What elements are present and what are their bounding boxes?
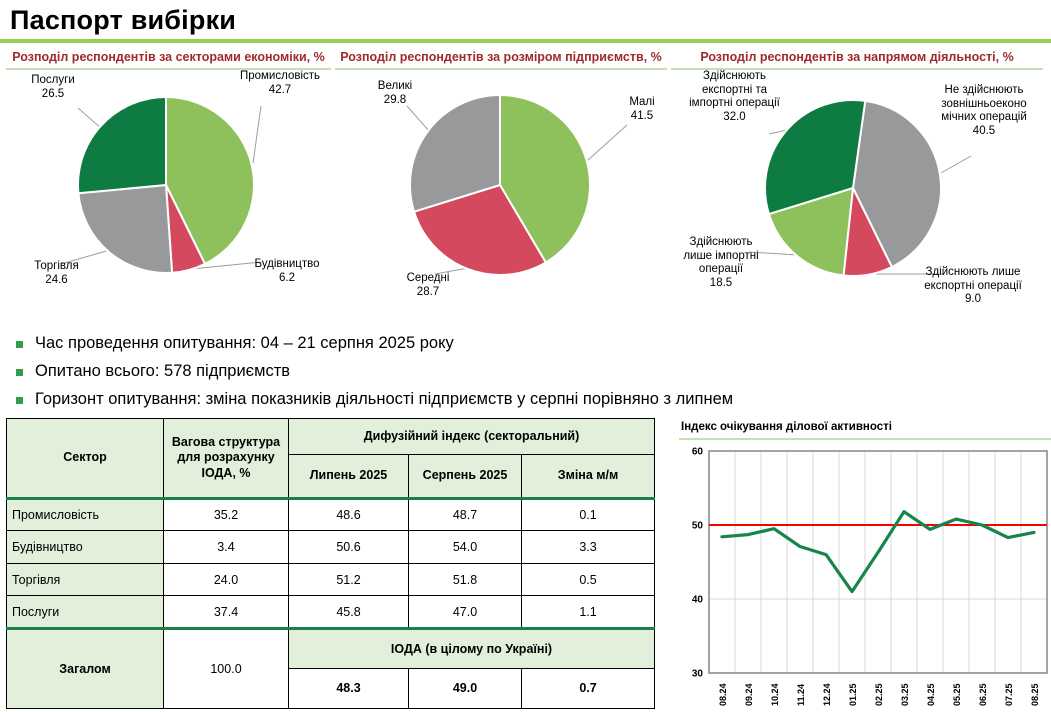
- pie-area-size: Великі 29.8 Малі 41.5 Середні 28.7: [335, 70, 667, 322]
- cell-sector: Послуги: [6, 595, 164, 629]
- cell-july: 45.8: [288, 595, 409, 629]
- svg-text:04.25: 04.25: [926, 683, 936, 706]
- chart-title-activity: Розподіл респондентів за напрямом діяльн…: [700, 50, 1014, 64]
- table-row-industry: Промисловість 35.2 48.6 48.7 0.1: [6, 497, 656, 532]
- pie-area-activity: Не здійснюють зовнішньоеконо мічних опер…: [671, 70, 1043, 322]
- cell-change: 1.1: [520, 595, 656, 629]
- pie-area-sectors: Промисловість 42.7 Послуги 26.5 Торгівля…: [6, 70, 331, 322]
- cell-weight: 35.2: [163, 497, 289, 532]
- pie-chart-activity: [764, 99, 942, 277]
- cell-august: 51.8: [408, 562, 522, 597]
- pie-charts-row: Розподіл респондентів за секторами еконо…: [0, 43, 1051, 322]
- table-row-total: Загалом 100.0 ІОДА (в цілому по Україні): [6, 626, 656, 709]
- pie-slice-label: Послуги 26.5: [31, 74, 75, 100]
- cell-sector: Будівництво: [6, 530, 164, 564]
- pie-slice-label: Здійснюють експортні та імпортні операці…: [689, 70, 780, 123]
- cell-july: 50.6: [288, 530, 409, 564]
- page-title: Паспорт вибірки: [10, 5, 237, 35]
- svg-text:30: 30: [692, 668, 704, 679]
- bullet-respondents-count: Опитано всього: 578 підприємств: [16, 362, 1051, 381]
- pie-slice-label: Середні 28.7: [406, 272, 450, 298]
- cell-ioda-change: 0.7: [520, 667, 656, 709]
- svg-text:50: 50: [692, 520, 704, 531]
- cell-change: 3.3: [520, 530, 656, 564]
- cell-weight: 37.4: [163, 595, 289, 629]
- pie-panel-activity: Розподіл респондентів за напрямом діяльн…: [671, 47, 1043, 322]
- svg-text:07.25: 07.25: [1004, 683, 1014, 706]
- pie-slice-label: Не здійснюють зовнішньоеконо мічних опер…: [941, 84, 1027, 137]
- table-row-trade: Торгівля 24.0 51.2 51.8 0.5: [6, 562, 656, 597]
- svg-text:10.24: 10.24: [770, 683, 780, 706]
- col-header-diffusion: Дифузійний індекс (секторальний): [287, 418, 656, 455]
- pie-slice-label: Великі 29.8: [377, 80, 413, 106]
- svg-text:40: 40: [692, 594, 704, 605]
- cell-ioda-july: 48.3: [288, 667, 409, 709]
- line-chart-panel: Індекс очікування ділової активності 30 4…: [679, 418, 1051, 709]
- cell-august: 48.7: [408, 497, 522, 532]
- pie-chart-size: [409, 94, 591, 276]
- sector-index-table: Сектор Вагова структура для розрахунку І…: [6, 418, 656, 709]
- pie-slice-label: Торгівля 24.6: [34, 260, 79, 286]
- cell-ioda-title: ІОДА (в цілому по Україні): [287, 626, 656, 669]
- pie-slice-label: Промисловість 42.7: [239, 70, 321, 96]
- line-chart-title: Індекс очікування ділової активності: [681, 421, 892, 433]
- cell-sector: Торгівля: [6, 562, 164, 597]
- table-row-services: Послуги 37.4 45.8 47.0 1.1: [6, 595, 656, 629]
- cell-total-label: Загалом: [6, 626, 164, 709]
- cell-sector: Промисловість: [6, 497, 164, 532]
- bullet-survey-horizon: Горизонт опитування: зміна показників ді…: [16, 390, 1051, 409]
- table-row-construction: Будівництво 3.4 50.6 54.0 3.3: [6, 530, 656, 564]
- cell-weight: 24.0: [163, 562, 289, 597]
- cell-august: 54.0: [408, 530, 522, 564]
- bottom-section: Сектор Вагова структура для розрахунку І…: [0, 418, 1051, 709]
- bullet-survey-period: Час проведення опитування: 04 – 21 серпн…: [16, 334, 1051, 353]
- svg-text:08.24: 08.24: [718, 683, 728, 706]
- col-header-weight: Вагова структура для розрахунку ІОДА, %: [163, 418, 289, 500]
- svg-text:06.25: 06.25: [978, 683, 988, 706]
- chart-title-size: Розподіл респондентів за розміром підпри…: [340, 50, 662, 64]
- title-underline: [0, 39, 1051, 43]
- svg-text:11.24: 11.24: [796, 684, 806, 706]
- pie-slice-label: Малі 41.5: [629, 96, 655, 122]
- cell-change: 0.1: [520, 497, 656, 532]
- svg-text:03.25: 03.25: [900, 683, 910, 706]
- pie-slice-label: Здійснюють лише імпортні операції 18.5: [683, 236, 759, 289]
- chart-title-rule: [679, 437, 1051, 440]
- svg-text:02.25: 02.25: [874, 683, 884, 706]
- cell-change: 0.5: [520, 562, 656, 597]
- survey-info-list: Час проведення опитування: 04 – 21 серпн…: [16, 334, 1051, 409]
- chart-title-rule: [6, 68, 331, 70]
- table-row-ioda-values: 48.3 49.0 0.7: [7, 667, 656, 709]
- pie-slice-label: Здійснюють лише експортні операції 9.0: [924, 266, 1022, 306]
- business-activity-line-chart: 30 40 50 60 08.24 09.24 10.24 11.24 12.24 01.25 02…: [692, 446, 1048, 706]
- pie-panel-sectors: Розподіл респондентів за секторами еконо…: [6, 47, 331, 322]
- col-header-change: Зміна м/м: [520, 454, 656, 500]
- cell-august: 47.0: [408, 595, 522, 629]
- svg-text:12.24: 12.24: [822, 683, 832, 706]
- svg-text:60: 60: [692, 446, 704, 457]
- pie-slice-label: Будівництво 6.2: [254, 258, 320, 284]
- pie-panel-size: Розподіл респондентів за розміром підпри…: [335, 47, 667, 322]
- chart-title-rule: [335, 68, 667, 70]
- svg-text:08.25: 08.25: [1030, 683, 1040, 706]
- col-header-sector: Сектор: [6, 418, 164, 500]
- svg-text:05.25: 05.25: [952, 683, 962, 706]
- col-header-august: Серпень 2025: [408, 454, 522, 500]
- cell-july: 51.2: [288, 562, 409, 597]
- chart-title-rule: [671, 68, 1043, 70]
- svg-text:09.24: 09.24: [744, 683, 754, 706]
- cell-july: 48.6: [288, 497, 409, 532]
- cell-weight: 3.4: [163, 530, 289, 564]
- cell-ioda-august: 49.0: [408, 667, 522, 709]
- svg-text:01.25: 01.25: [848, 683, 858, 706]
- cell-total-weight: 100.0: [163, 626, 289, 709]
- col-header-july: Липень 2025: [288, 454, 409, 500]
- pie-chart-sectors: [77, 96, 255, 274]
- chart-title-sectors: Розподіл респондентів за секторами еконо…: [12, 50, 325, 64]
